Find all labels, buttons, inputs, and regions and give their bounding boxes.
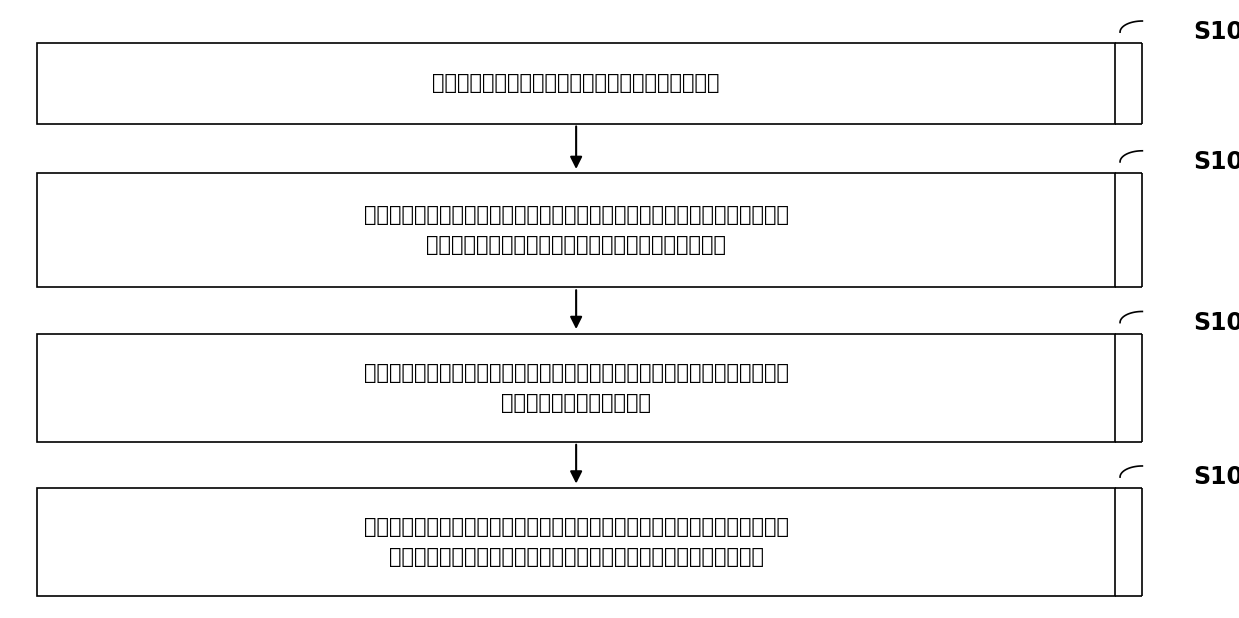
Text: 在金属薄膜上形成光刻胶，使用掩膜板对光刻胶曝光显影，得到光刻胶完全去
除区域、光刻胶部分保留区域以及光刻胶完全保留区域: 在金属薄膜上形成光刻胶，使用掩膜板对光刻胶曝光显影，得到光刻胶完全去 除区域、光… — [363, 205, 789, 255]
Bar — [37, 43, 1115, 124]
Text: S103: S103 — [1193, 311, 1239, 334]
Text: S104: S104 — [1193, 465, 1239, 489]
Text: 利用光刻胶完全保留区域的光刻胶和刻蚀阻挡层的遮挡，去除掉光刻胶部分保
留区域的氧化物半导体薄膜和金属薄膜，形成有源层和源漏极的图形: 利用光刻胶完全保留区域的光刻胶和刻蚀阻挡层的遮挡，去除掉光刻胶部分保 留区域的氧… — [363, 517, 789, 567]
Bar — [37, 334, 1115, 442]
Text: S101: S101 — [1193, 20, 1239, 44]
Text: 在光刻胶完全去除区域的氧化物半导体薄膜上，形成覆盖在有源层且位于源漏
极之间的刻蚀阻挡层的图形: 在光刻胶完全去除区域的氧化物半导体薄膜上，形成覆盖在有源层且位于源漏 极之间的刻… — [363, 363, 789, 413]
Bar — [37, 488, 1115, 596]
Text: 在衬底基板上依次形成氧化物半导体薄膜和金属薄膜: 在衬底基板上依次形成氧化物半导体薄膜和金属薄膜 — [432, 74, 720, 93]
Text: S102: S102 — [1193, 150, 1239, 174]
Bar — [37, 173, 1115, 287]
